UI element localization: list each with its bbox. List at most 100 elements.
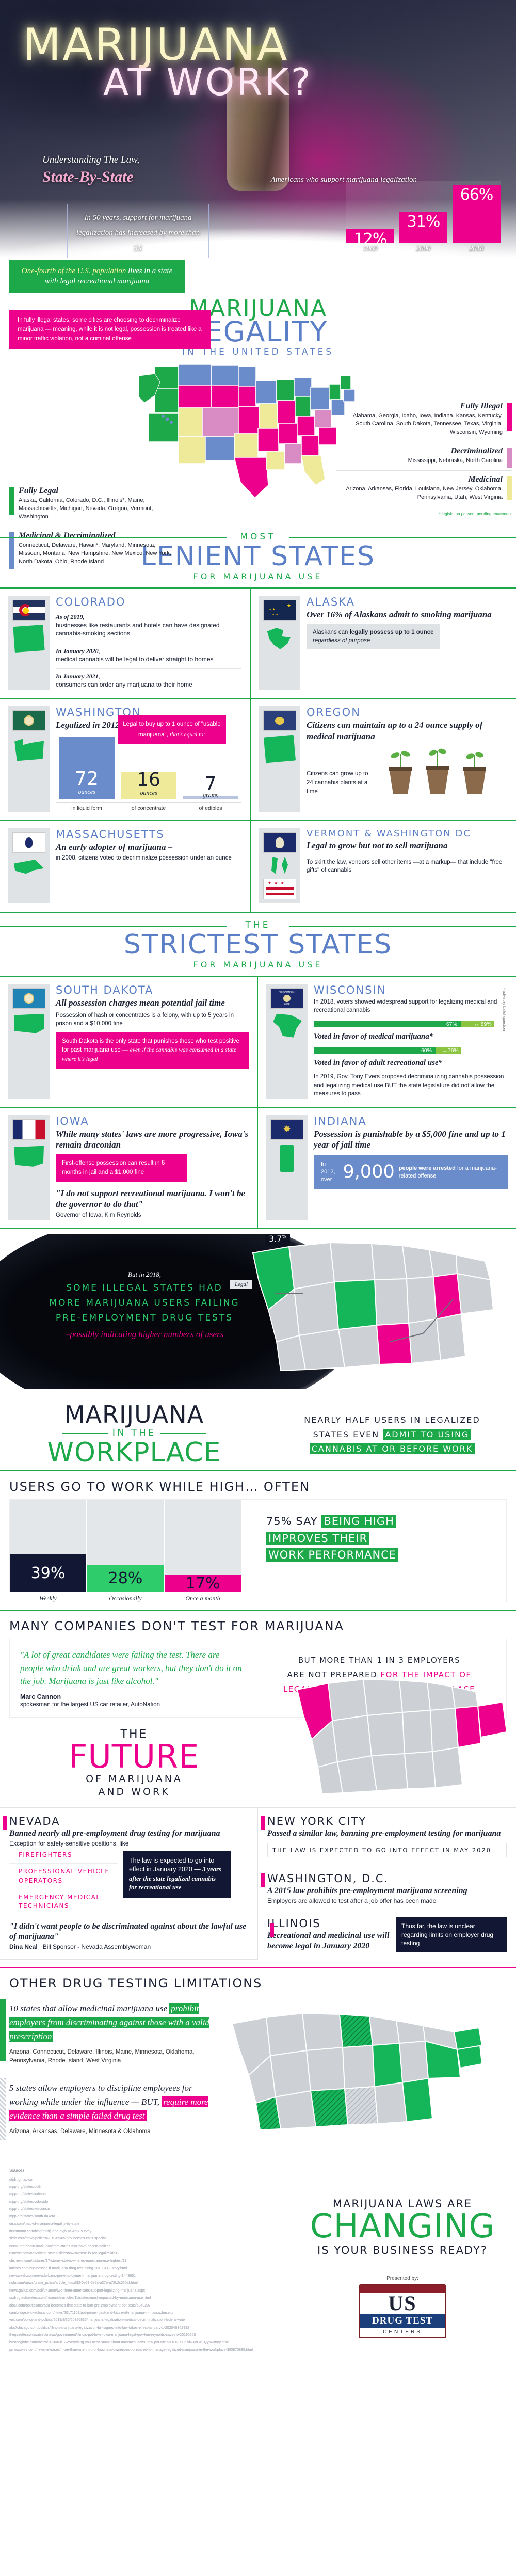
kentucky-highlight <box>432 1273 462 1320</box>
indiana-state-shape-icon <box>280 1144 294 1172</box>
south-dakota-flag-column <box>8 983 50 1099</box>
nevada-attribution: Dina Neal Bill Sponsor - Nevada Assembly… <box>9 1943 248 1950</box>
workplace-claim: NEARLY HALF USERS IN LEGALIZED STATES EV… <box>268 1413 516 1456</box>
legend-swatch-decriminalized <box>507 447 512 468</box>
nevada-exception-firefighters: FIREFIGHTERS <box>9 1847 118 1864</box>
massachusetts-flag-column <box>8 828 50 903</box>
wisconsin-recreational-caption: Voted in favor of adult recreational use… <box>314 1058 443 1067</box>
vermont-flag-icon <box>263 832 296 853</box>
source-item: cbsnews.com/pictures/17-stoner-states-wh… <box>9 2259 127 2263</box>
support-bar-2018: 66% 2018 <box>453 185 501 253</box>
employers-line1: BUT MORE THAN 1 IN 3 EMPLOYERS <box>298 1656 461 1665</box>
state-card-wisconsin: WISCONSIN 1848 * advisory ballot questio… <box>258 977 516 1108</box>
colorado-row-2-lead: In January 2020, <box>56 647 100 655</box>
legality-heading: MARIJUANA LEGALITY IN THE UNITED STATES <box>0 260 516 358</box>
source-item: latimes.com/business/la-fi-marijuana-dru… <box>9 2266 127 2270</box>
employers-line2: ARE NOT PREPARED <box>287 1669 378 1679</box>
fail-rate-map <box>252 1242 494 1372</box>
washington-concentrate-caption: of concentrate <box>118 802 180 812</box>
high-bar-once-month-value: 17% <box>165 1575 241 1593</box>
massachusetts-note: in 2008, citizens voted to decriminalize… <box>56 854 232 861</box>
alaska-name: ALASKA <box>307 596 356 608</box>
nevada-accent-bar <box>3 1816 7 1830</box>
pennsylvania-green <box>424 2040 461 2079</box>
closing-line3: IS YOUR BUSINESS READY? <box>317 2244 488 2257</box>
source-item: instamotor.com/blog/marijuana-high-at-wo… <box>9 2230 92 2234</box>
indiana-name: INDIANA <box>314 1115 367 1127</box>
lenient-subtitle: FOR MARIJUANA USE <box>193 571 323 581</box>
alaska-flag-column: ★ ★ ★ ★ ★ <box>259 596 300 690</box>
future-map <box>296 1678 508 1794</box>
alaska-state-shape-icon <box>267 628 291 649</box>
washington-edibles-value: 7 <box>204 773 217 794</box>
colorado-row-3-lead: In January 2021, <box>56 672 100 680</box>
vermont-dc-note: To skirt the law, vendors sell other ite… <box>307 858 503 874</box>
iowa-flag-icon <box>12 1119 45 1140</box>
other-limits-card-1: 10 states that allow medicinal marijuana… <box>0 1996 222 2071</box>
performance-claim-hl1: BEING HIGH <box>321 1515 396 1529</box>
source-item: mpp.org/states/indiana <box>9 2192 46 2197</box>
logo-banner-top <box>360 2285 445 2293</box>
state-card-indiana: ✸ INDIANA Possession is punishable by a … <box>258 1108 516 1230</box>
support-year-2018: 2018 <box>469 245 484 252</box>
alaska-flag-icon: ★ ★ ★ ★ ★ <box>263 600 296 621</box>
wisconsin-name: WISCONSIN <box>314 983 386 996</box>
washington-liquid-unit: ounces <box>78 788 95 796</box>
washington-concentrate-value: 16 <box>137 769 160 790</box>
workplace-logo-line3: WORKPLACE <box>47 1437 221 1469</box>
arizona-hatch <box>255 2096 282 2131</box>
illinois-highlight <box>454 1705 482 1748</box>
presented-by-label: Presented by: <box>386 2275 418 2281</box>
high-bar-occasionally-value: 28% <box>87 1565 164 1592</box>
wisconsin-medical-caption: Voted in favor of medical marijuana* <box>314 1032 433 1041</box>
future-subtitle-1: OF MARIJUANA <box>86 1773 183 1785</box>
high-bar-weekly: 39% <box>10 1500 87 1592</box>
support-value-2000: 31% <box>407 213 441 231</box>
card2-hatch-swatch <box>0 2078 6 2141</box>
support-bar-2000: 31% 2000 <box>399 212 447 253</box>
page-title-line1: MARIJUANA <box>23 19 289 71</box>
performance-claim-hl2: IMPROVES THEIR <box>266 1531 370 1545</box>
support-value-1969: 12% <box>353 230 388 248</box>
vermont-dc-flag-column: ★★★ <box>259 828 300 903</box>
source-item: nola.com/news/crime_police/article_ffdda… <box>9 2281 138 2285</box>
card1-states: Arizona, Connecticut, Delaware, Illinois… <box>9 2048 195 2064</box>
vermont-dc-name: VERMONT & WASHINGTON DC <box>307 828 471 839</box>
fail-band-line3: PRE-EMPLOYMENT DRUG TESTS <box>55 1312 234 1323</box>
other-limits-title: OTHER DRUG TESTING LIMITATIONS <box>9 1976 263 1991</box>
nyc-effective-date: THE LAW IS EXPECTED TO GO INTO EFFECT IN… <box>267 1842 507 1857</box>
state-card-vermont-dc: ★★★ VERMONT & WASHINGTON DC Legal to gro… <box>251 821 516 913</box>
card1-text: 10 states that allow medicinal marijuana… <box>9 2002 222 2044</box>
workplace-claim-line2: STATES EVEN <box>313 1429 380 1439</box>
colorado-highlight <box>333 1279 378 1330</box>
legend-states-decriminalized: Mississippi, Nebraska, North Carolina <box>408 457 503 464</box>
source-item: news.gallup.com/poll/243908/two-three-am… <box>9 2288 146 2293</box>
dc-shape-icon <box>282 856 288 874</box>
nevada-effective-bold: 3 years after the state legalized cannab… <box>129 1866 221 1891</box>
future-title: FUTURE <box>69 1737 200 1775</box>
fail-band-kicker: But in 2018, <box>128 1270 161 1279</box>
indiana-lead: Possession is punishable by a $5,000 fin… <box>314 1128 506 1150</box>
legend-item-decriminalized: Decriminalized Mississippi, Nebraska, No… <box>336 441 512 470</box>
south-dakota-pink-italic: even if the cannabis was consumed in a s… <box>62 1047 236 1062</box>
oregon-flag-column <box>259 706 300 812</box>
washington-lead: Legalized in 2012 <box>56 720 120 730</box>
west-virginia-green <box>401 2078 433 2123</box>
colorado-state-shape-icon <box>13 625 45 653</box>
hero-subtitle-line1: Understanding The Law, <box>42 154 140 165</box>
washington-equivalence-chart: 72 ounces in liquid form 16 ounces of co… <box>56 734 241 812</box>
washington-bar-concentrate: 16 ounces of concentrate <box>118 769 180 812</box>
one-fourth-highlight: One-fourth of the U.S. population <box>21 267 126 275</box>
colorado-name: COLORADO <box>56 596 126 608</box>
wisconsin-side-note: * advisory ballot question <box>502 988 507 1031</box>
indiana-flag-column: ✸ <box>266 1115 308 1220</box>
future-card-dc-illinois: WASHINGTON, D.C. A 2015 law prohibits pr… <box>258 1865 516 1960</box>
cannabis-seedlings-image <box>389 748 486 794</box>
washington-bar-edibles: 7 grams of edibles <box>180 774 241 812</box>
logo-drug-test-text: DRUG TEST <box>360 2314 445 2328</box>
source-item: abc7.com/politics/nevada-becomes-first-s… <box>9 2303 151 2308</box>
legend-title-fully-legal: Fully Legal <box>19 486 58 495</box>
legality-heading-line1: MARIJUANA <box>189 295 327 322</box>
colorado-row-1: As of 2019, businesses like restaurants … <box>56 612 241 639</box>
minnesota-hatch <box>338 2014 374 2048</box>
